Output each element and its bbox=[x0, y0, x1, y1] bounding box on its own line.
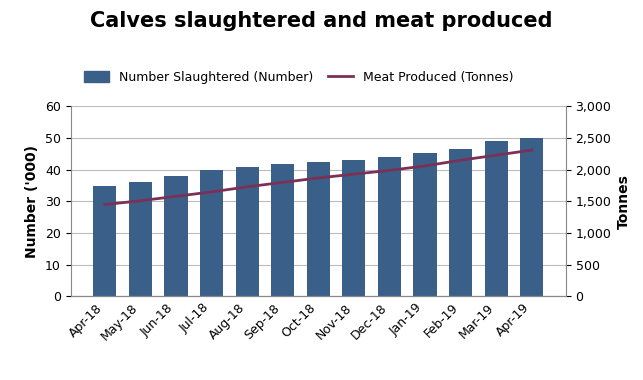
Text: Calves slaughtered and meat produced: Calves slaughtered and meat produced bbox=[90, 11, 553, 32]
Meat Produced (Tonnes) bbox=[457, 158, 464, 163]
Bar bbox=[129, 182, 152, 296]
Meat Produced (Tonnes) bbox=[314, 176, 322, 180]
Bar bbox=[449, 149, 472, 296]
Meat Produced (Tonnes) bbox=[136, 198, 144, 203]
Bar bbox=[165, 176, 188, 296]
Legend: Number Slaughtered (Number), Meat Produced (Tonnes): Number Slaughtered (Number), Meat Produc… bbox=[84, 71, 513, 84]
Meat Produced (Tonnes) bbox=[421, 164, 429, 168]
Bar bbox=[307, 163, 330, 296]
Meat Produced (Tonnes) bbox=[493, 153, 500, 157]
Y-axis label: Number ('000): Number ('000) bbox=[26, 145, 39, 258]
Bar bbox=[200, 170, 223, 296]
Bar bbox=[235, 166, 258, 296]
Meat Produced (Tonnes) bbox=[208, 190, 215, 194]
Bar bbox=[485, 141, 508, 296]
Meat Produced (Tonnes) bbox=[528, 148, 536, 152]
Line: Meat Produced (Tonnes): Meat Produced (Tonnes) bbox=[105, 150, 532, 204]
Meat Produced (Tonnes) bbox=[101, 202, 109, 207]
Y-axis label: Tonnes: Tonnes bbox=[617, 174, 631, 229]
Bar bbox=[520, 138, 543, 296]
Bar bbox=[342, 160, 365, 296]
Bar bbox=[271, 164, 294, 296]
Bar bbox=[93, 185, 116, 296]
Meat Produced (Tonnes) bbox=[386, 168, 394, 173]
Bar bbox=[413, 153, 437, 296]
Meat Produced (Tonnes) bbox=[279, 180, 287, 185]
Bar bbox=[378, 157, 401, 296]
Meat Produced (Tonnes) bbox=[243, 185, 251, 189]
Meat Produced (Tonnes) bbox=[350, 172, 358, 176]
Meat Produced (Tonnes) bbox=[172, 194, 180, 199]
